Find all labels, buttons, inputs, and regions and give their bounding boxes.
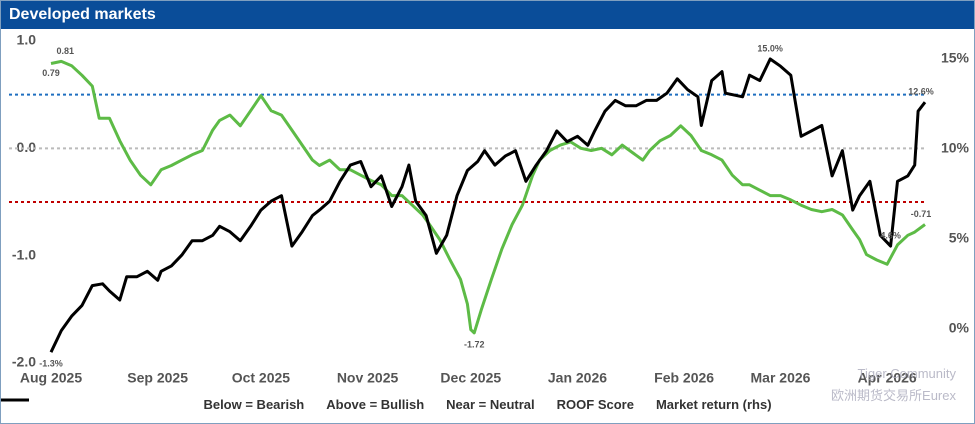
- legend-item: Market return (rhs): [1, 397, 772, 412]
- y2-tick-label: 15%: [941, 50, 970, 66]
- x-tick-label: Sep 2025: [127, 370, 188, 386]
- chart-title: Developed markets: [1, 1, 974, 29]
- legend-label: Below = Bearish: [203, 397, 305, 412]
- series-line: [49, 57, 927, 353]
- x-tick-label: Oct 2025: [232, 370, 291, 386]
- y-tick-label: 1.0: [17, 32, 37, 48]
- data-label: -0.71: [911, 209, 932, 219]
- data-label: 15.0%: [757, 43, 783, 53]
- y2-tick-label: 10%: [941, 140, 970, 156]
- legend-label: ROOF Score: [556, 397, 634, 412]
- data-label: -1.3%: [39, 359, 63, 369]
- legend-label: Near = Neutral: [446, 397, 535, 412]
- watermark-text: 欧洲期货交易所Eurex: [831, 388, 956, 403]
- x-tick-label: Aug 2025: [20, 370, 82, 386]
- x-tick-label: Nov 2025: [337, 370, 399, 386]
- data-label: -1.72: [464, 339, 485, 349]
- x-tick-label: Feb 2026: [654, 370, 714, 386]
- legend-label: Above = Bullish: [326, 397, 425, 412]
- legend-item: Below = Bearish: [1, 397, 305, 412]
- data-label: 4.6%: [880, 230, 901, 240]
- x-tick-label: Dec 2025: [440, 370, 501, 386]
- y2-tick-label: 0%: [949, 320, 970, 336]
- watermark: Tiger Community 欧洲期货交易所Eurex: [831, 363, 956, 407]
- watermark-text: Tiger Community: [857, 366, 956, 381]
- x-tick-label: Mar 2026: [751, 370, 811, 386]
- y-tick-label: 0.0: [17, 139, 37, 155]
- y-tick-label: -1.0: [12, 246, 36, 262]
- data-label: 0.79: [42, 68, 60, 78]
- legend-label: Market return (rhs): [655, 397, 772, 412]
- legend-swatch: [1, 398, 29, 402]
- y2-tick-label: 5%: [949, 230, 970, 246]
- y-tick-label: -2.0: [12, 354, 36, 370]
- data-label: 12.6%: [908, 87, 934, 97]
- data-label: 0.81: [57, 46, 75, 56]
- x-tick-label: Apr 2026: [858, 370, 917, 386]
- x-tick-label: Jan 2026: [548, 370, 607, 386]
- legend: Below = Bearish Above = Bullish Near = Neu…: [1, 397, 974, 412]
- legend-item: ROOF Score: [1, 397, 634, 412]
- legend-item: Above = Bullish: [1, 397, 425, 412]
- legend-item: Near = Neutral: [1, 397, 535, 412]
- series-line: [50, 59, 926, 335]
